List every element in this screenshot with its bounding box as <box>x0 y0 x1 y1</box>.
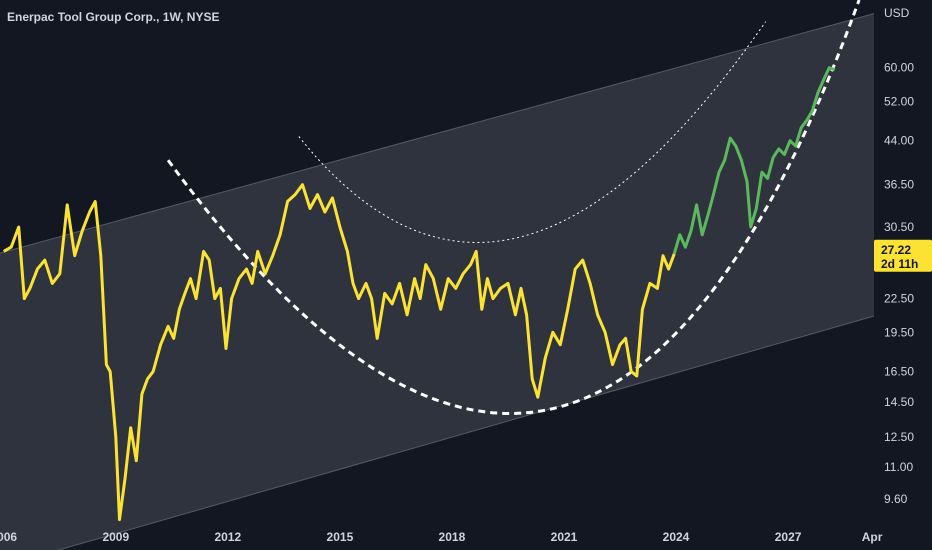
history-price-line <box>2 183 676 522</box>
time-tick-label: Apr <box>862 530 883 544</box>
price-tick-label: 22.50 <box>884 292 914 306</box>
price-tick-label: 44.00 <box>884 134 914 148</box>
currency-label: USD <box>884 6 910 20</box>
time-tick-label: 2027 <box>775 530 802 544</box>
time-tick-label: 2012 <box>214 530 241 544</box>
time-tick-label: 2015 <box>327 530 354 544</box>
price-tick-label: 60.00 <box>884 61 914 75</box>
price-tick-label: 14.50 <box>884 395 914 409</box>
time-axis[interactable]: 2006 2009 2012 2015 2018 2021 2024 2027 Apr <box>0 530 883 544</box>
projection-price-line <box>672 66 836 255</box>
price-tick-label: 12.50 <box>884 430 914 444</box>
bar-countdown: 2d 11h <box>881 257 918 271</box>
price-tick-label: 19.50 <box>884 325 914 339</box>
price-axis[interactable]: 60.00 52.00 44.00 36.50 30.50 22.50 19.50 16.50… <box>884 61 914 506</box>
cup-arc-dashed <box>166 0 861 415</box>
last-price-badge-bg <box>874 239 932 272</box>
price-tick-label: 52.00 <box>884 94 914 108</box>
channel-upper-line <box>0 13 875 254</box>
time-tick-label: 2006 <box>0 530 17 544</box>
time-tick-label: 2009 <box>102 530 129 544</box>
last-price-value: 27.22 <box>881 243 911 257</box>
series-layer <box>2 66 836 522</box>
price-tick-label: 30.50 <box>884 220 914 234</box>
time-tick-label: 2024 <box>663 530 690 544</box>
price-tick-label: 9.60 <box>884 492 908 506</box>
channel-lower-line <box>56 315 875 550</box>
price-tick-label: 36.50 <box>884 178 914 192</box>
chart-title: Enerpac Tool Group Corp., 1W, NYSE <box>7 10 219 24</box>
price-tick-label: 11.00 <box>884 460 913 474</box>
arc-layer <box>166 0 861 415</box>
channel-layer <box>0 13 875 550</box>
channel-band <box>0 13 874 550</box>
price-tick-label: 16.50 <box>884 365 914 379</box>
time-tick-label: 2018 <box>439 530 466 544</box>
time-tick-label: 2021 <box>551 530 578 544</box>
cup-arc-dotted <box>298 21 767 243</box>
